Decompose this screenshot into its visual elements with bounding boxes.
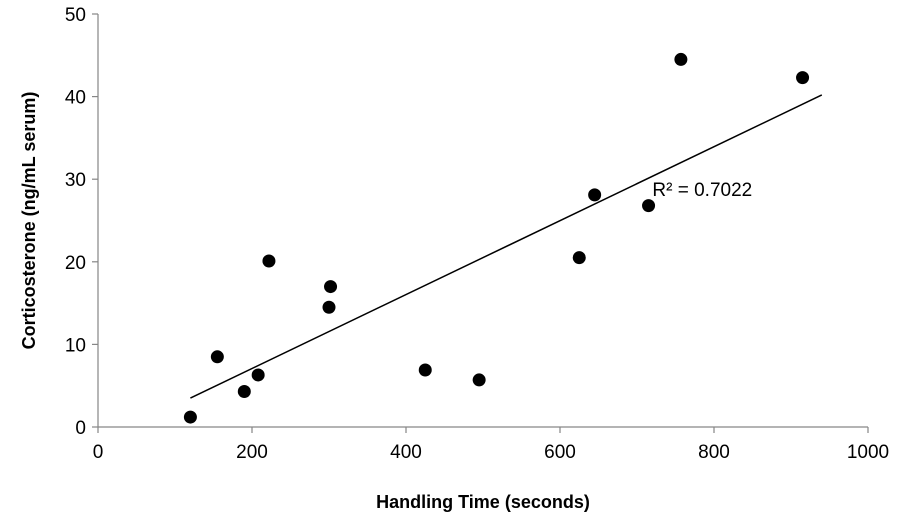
y-axis-ticks: 0 10 20 30 40 50 bbox=[65, 5, 98, 439]
y-tick-label: 10 bbox=[65, 335, 86, 356]
x-tick-label: 400 bbox=[390, 442, 422, 463]
axes bbox=[97, 14, 868, 428]
data-point bbox=[796, 71, 810, 85]
data-point bbox=[642, 199, 656, 213]
data-point bbox=[324, 280, 338, 294]
x-tick-label: 800 bbox=[698, 442, 730, 463]
data-point bbox=[418, 363, 432, 377]
y-tick-label: 0 bbox=[75, 418, 86, 439]
data-point bbox=[237, 384, 251, 398]
r-squared-annotation: R² = 0.7022 bbox=[652, 180, 752, 201]
x-axis-ticks: 0 200 400 600 800 1000 bbox=[93, 427, 889, 463]
data-points bbox=[183, 52, 810, 424]
y-tick-label: 20 bbox=[65, 253, 86, 274]
x-tick-label: 200 bbox=[236, 442, 268, 463]
y-tick-label: 40 bbox=[65, 88, 86, 109]
data-point bbox=[472, 373, 486, 387]
data-point bbox=[210, 350, 224, 364]
x-tick-label: 600 bbox=[544, 442, 576, 463]
data-point bbox=[322, 300, 336, 314]
y-axis-title: Corticosterone (ng/mL serum) bbox=[19, 92, 39, 350]
data-point bbox=[262, 254, 276, 268]
x-tick-label: 1000 bbox=[847, 442, 889, 463]
data-point bbox=[588, 188, 602, 202]
y-tick-label: 50 bbox=[65, 5, 86, 26]
x-tick-label: 0 bbox=[93, 442, 104, 463]
data-point bbox=[674, 52, 688, 66]
y-tick-label: 30 bbox=[65, 170, 86, 191]
data-point bbox=[572, 251, 586, 265]
data-point bbox=[251, 368, 265, 382]
data-point bbox=[183, 410, 197, 424]
x-axis-title: Handling Time (seconds) bbox=[376, 492, 590, 512]
trendline bbox=[190, 94, 823, 399]
